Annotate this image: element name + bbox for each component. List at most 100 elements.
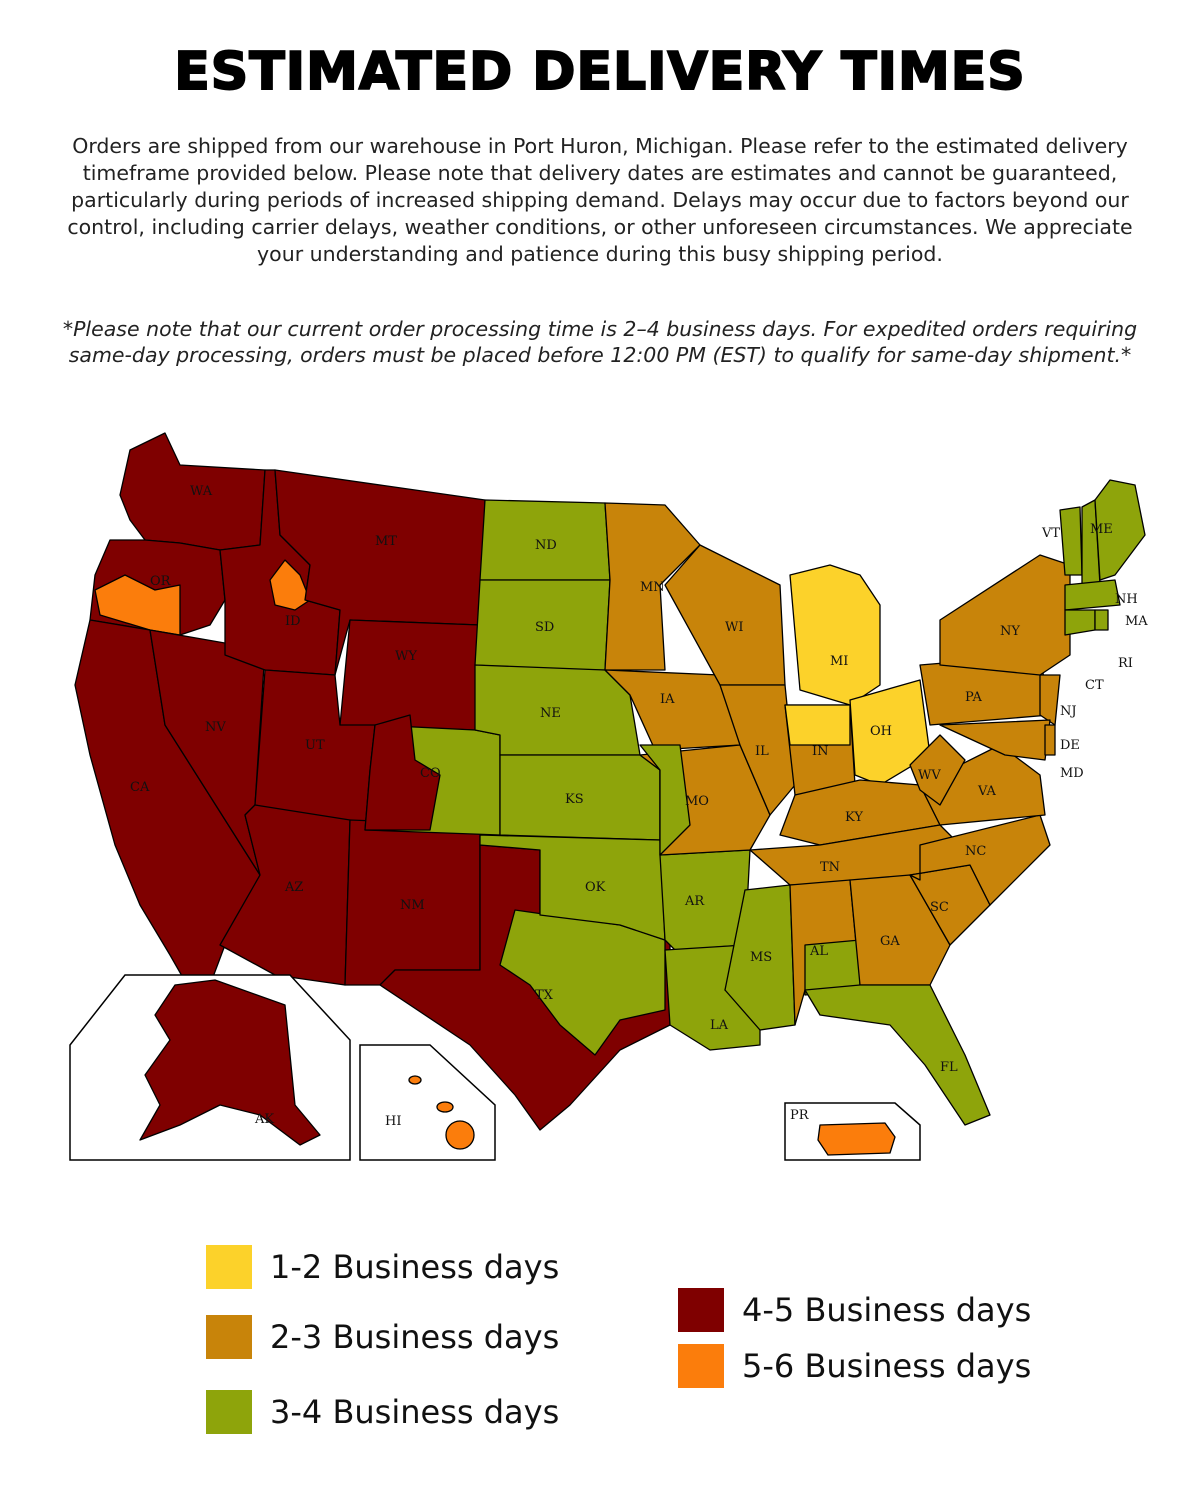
intro-paragraph: Orders are shipped from our warehouse in… [67,134,1133,266]
state-de [1044,724,1056,756]
label-az: AZ [284,880,303,895]
legend-swatch-3-4 [206,1390,252,1434]
label-co: CO [420,766,441,781]
legend-label-4-5: 4-5 Business days [742,1291,1032,1329]
legend-label-5-6: 5-6 Business days [742,1347,1032,1385]
state-ma [1064,579,1121,611]
legend-item-1-2: 1-2 Business days [206,1245,559,1289]
label-in: IN [812,744,829,759]
label-ri: RI [1118,656,1133,671]
label-va: VA [977,784,997,799]
label-id: ID [285,614,301,629]
label-ca: CA [130,780,150,795]
label-mo: MO [685,794,709,809]
label-md: MD [1060,766,1084,781]
label-mt: MT [375,534,397,549]
label-oh: OH [870,724,892,739]
us-delivery-map: WA OR CA NV ID MT WY UT AZ NM CO ND SD N… [69,432,1148,1161]
label-tn: TN [820,860,840,875]
region-or-east [94,574,181,636]
state-ri [1094,609,1109,631]
label-ok: OK [585,880,606,895]
state-ak [139,979,321,1146]
label-ne: NE [540,706,561,721]
label-wi: WI [725,620,744,635]
legend-swatch-2-3 [206,1315,252,1359]
state-wi [664,544,786,686]
label-sd: SD [535,620,554,635]
state-me [1094,479,1146,581]
label-wa: WA [190,484,213,499]
label-mi: MI [830,654,848,669]
label-mn: MN [640,580,665,595]
label-wy: WY [395,649,417,664]
state-nc [909,814,1051,906]
label-al: AL [809,944,828,959]
state-ct [1064,609,1096,636]
state-ny [939,554,1071,676]
label-nc: NC [965,844,986,859]
legend-item-3-4: 3-4 Business days [206,1390,559,1434]
state-labels: WA OR CA NV ID MT WY UT AZ NM CO ND SD N… [130,484,1148,1129]
label-nj: NJ [1060,704,1077,719]
label-or: OR [150,574,172,589]
label-ms: MS [750,950,772,965]
region-mo-west [639,744,691,856]
label-pa: PA [965,690,983,705]
legend-swatch-5-6 [678,1344,724,1388]
page-title: ESTIMATED DELIVERY TIMES [173,41,1026,103]
label-nd: ND [535,538,557,553]
legend-label-3-4: 3-4 Business days [270,1393,560,1431]
label-fl: FL [940,1060,958,1075]
state-md [939,719,1051,761]
label-ny: NY [1000,624,1020,639]
legend-item-5-6: 5-6 Business days [678,1344,1031,1388]
label-ut: UT [305,738,325,753]
legend-label-2-3: 2-3 Business days [270,1318,560,1356]
label-ga: GA [880,934,900,949]
label-ia: IA [660,692,675,707]
state-hi [445,1120,475,1150]
label-wv: WV [918,768,941,783]
label-nv: NV [205,720,226,735]
label-ma: MA [1125,614,1148,629]
state-wy [339,619,481,731]
state-pr [817,1122,896,1156]
label-nh: NH [1115,592,1138,607]
state-ms [724,884,796,1031]
legend-label-1-2: 1-2 Business days [270,1248,560,1286]
legend-item-2-3: 2-3 Business days [206,1315,559,1359]
state-oh [849,679,931,786]
label-ky: KY [845,810,863,825]
label-la: LA [710,1018,729,1033]
island-maui [436,1101,454,1113]
state-fl [804,984,991,1126]
processing-note: *Please note that our current order proc… [62,317,1138,367]
label-de: DE [1060,738,1080,753]
legend-swatch-4-5 [678,1288,724,1332]
state-va [919,744,1046,826]
state-mi [789,564,881,706]
label-nm: NM [400,898,425,913]
state-ia [604,669,741,751]
region-in-north [784,704,851,746]
label-hi: HI [385,1114,401,1129]
region-co-west [364,714,441,831]
label-ak: AK [254,1112,274,1127]
legend-item-4-5: 4-5 Business days [678,1288,1031,1332]
label-ks: KS [565,792,584,807]
island-oahu [408,1075,422,1085]
state-mn [604,502,701,671]
state-wv [909,734,966,806]
label-tx: TX [535,988,554,1003]
label-vt: VT [1041,526,1060,541]
state-il [719,684,796,816]
label-pr: PR [790,1108,810,1123]
legend-swatch-1-2 [206,1245,252,1289]
label-ar: AR [684,894,705,909]
inset-hi [359,1044,496,1161]
label-il: IL [755,744,769,759]
label-sc: SC [930,900,949,915]
label-me: ME [1090,522,1113,537]
state-nj [1039,674,1061,726]
